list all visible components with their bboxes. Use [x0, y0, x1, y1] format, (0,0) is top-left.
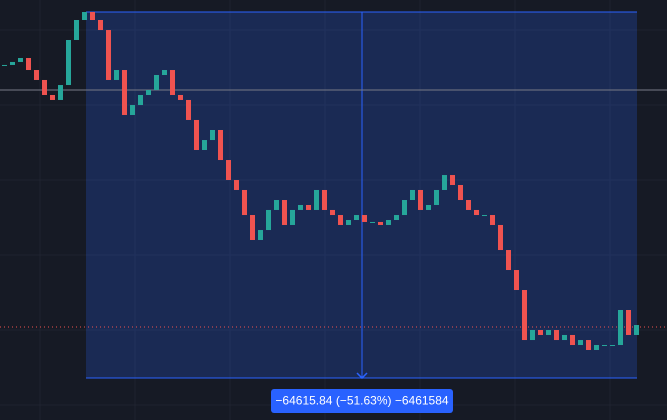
candle: [66, 39, 71, 86]
candle: [570, 334, 575, 346]
candle: [546, 329, 551, 335]
candle: [314, 189, 319, 210]
candle: [266, 209, 271, 231]
candle: [210, 129, 215, 141]
candle: [378, 221, 383, 225]
candle: [506, 250, 511, 271]
candle: [18, 58, 23, 62]
candle: [162, 70, 167, 75]
candle: [226, 160, 231, 181]
candle: [194, 119, 199, 150]
candle: [290, 209, 295, 225]
candle: [250, 215, 255, 240]
candle: [370, 221, 375, 223]
candle: [178, 94, 183, 100]
candle: [202, 140, 207, 150]
candle: [26, 58, 31, 71]
candle: [50, 94, 55, 100]
candle: [282, 200, 287, 225]
candle: [130, 105, 135, 115]
candle: [410, 189, 415, 201]
candle: [498, 224, 503, 251]
candle: [354, 215, 359, 220]
candle: [490, 215, 495, 225]
candle: [458, 184, 463, 201]
candle: [90, 12, 95, 20]
candle: [114, 70, 119, 80]
candle: [554, 329, 559, 341]
candle: [42, 79, 47, 95]
candle: [634, 325, 639, 335]
candle: [10, 61, 15, 65]
candle: [154, 74, 159, 91]
candle: [74, 20, 79, 40]
candle: [594, 345, 599, 350]
candle: [586, 340, 591, 350]
candle: [274, 200, 279, 210]
candle: [418, 189, 423, 210]
candle: [514, 270, 519, 291]
candle: [602, 345, 607, 347]
candle: [34, 70, 39, 80]
candle: [386, 220, 391, 225]
candle: [530, 329, 535, 341]
candle: [58, 85, 63, 100]
candle: [2, 64, 7, 66]
candle: [610, 345, 615, 347]
candle: [138, 94, 143, 106]
candle: [306, 204, 311, 210]
candle: [346, 220, 351, 225]
candle: [442, 175, 447, 190]
candle: [450, 175, 455, 185]
candle: [298, 204, 303, 210]
candle: [394, 215, 399, 220]
candle: [98, 20, 103, 31]
candle: [474, 209, 479, 216]
candle: [322, 189, 327, 210]
candle: [562, 334, 567, 341]
candle: [362, 215, 367, 222]
candle: [242, 189, 247, 216]
candle: [482, 215, 487, 217]
candle: [170, 70, 175, 95]
candle: [82, 12, 87, 20]
candle: [338, 215, 343, 225]
candle: [330, 209, 335, 216]
measure-label-box: [271, 389, 453, 413]
measure-arrow-head: [356, 372, 368, 380]
candle: [122, 70, 127, 115]
candle: [426, 204, 431, 210]
candle: [466, 200, 471, 210]
candle: [106, 30, 111, 80]
candle: [538, 329, 543, 335]
candle: [434, 189, 439, 205]
candle: [578, 340, 583, 346]
candle: [218, 129, 223, 161]
candle: [146, 90, 151, 95]
candle: [618, 310, 623, 346]
candle: [402, 200, 407, 216]
candle: [258, 230, 263, 240]
candle: [234, 180, 239, 190]
candle: [522, 290, 527, 341]
candle: [626, 310, 631, 335]
measure-label: −64615.84 (−51.63%) −6461584: [275, 394, 448, 408]
candle: [186, 99, 191, 120]
